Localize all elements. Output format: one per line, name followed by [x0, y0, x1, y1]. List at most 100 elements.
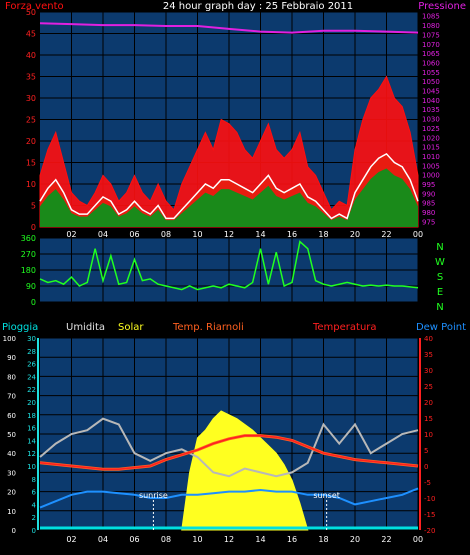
chart-title: 24 hour graph day : 25 Febbraio 2011: [163, 1, 353, 12]
y-outer-tick-label: 100: [3, 335, 16, 343]
legend-pressione: Pressione: [418, 1, 466, 12]
y-dir-tick-label: 270: [21, 250, 36, 259]
y-inner-tick-label: 30: [27, 335, 36, 343]
direction-grid: [40, 237, 419, 303]
x-tick-label: 10: [192, 535, 202, 544]
y-outer-tick-label: 20: [7, 489, 16, 497]
y-inner-tick-label: 20: [27, 399, 36, 407]
y-right-tick-label: 1030: [422, 116, 440, 124]
y-right-tick-label: 980: [422, 209, 435, 217]
x-tick-label: 08: [161, 535, 171, 544]
x-tick-label: 10: [192, 230, 202, 239]
dew-point-line: [39, 487, 419, 509]
y-right-tick-label: 1020: [422, 134, 440, 142]
y-right-tick-label: 1065: [422, 50, 440, 58]
y-right-tick-label: 35: [424, 351, 433, 359]
y-inner-tick-label: 4: [32, 501, 37, 509]
y-inner-tick-label: 18: [27, 412, 36, 420]
y-right-tick-label: 995: [422, 181, 435, 189]
legend-solar: Solar: [118, 322, 144, 333]
x-tick-label: 18: [318, 535, 328, 544]
x-tick-label: 20: [350, 230, 360, 239]
y-inner-tick-label: 14: [27, 437, 36, 445]
y-inner-tick-label: 12: [27, 450, 36, 458]
wind-low-area: [40, 168, 418, 227]
y-dir-tick-label: 90: [26, 282, 36, 291]
y-outer-tick-label: 90: [7, 354, 16, 362]
x-tick-label: 14: [255, 230, 265, 239]
y-left-tick-label: 40: [26, 51, 36, 60]
y-outer-tick-label: 10: [7, 508, 16, 516]
x-tick-label: 16: [287, 535, 297, 544]
y-outer-tick-label: 50: [7, 431, 16, 439]
y-right-tick-label: 25: [424, 383, 433, 391]
y-dir-tick-label: 0: [31, 298, 36, 307]
x-tick-label: 22: [381, 230, 391, 239]
y-right-tick-label: -15: [424, 511, 435, 519]
y-inner-tick-label: 16: [27, 425, 36, 433]
y-right-tick-label: 1075: [422, 31, 440, 39]
legend-forza-vento: Forza vento: [5, 1, 64, 12]
pressure-line: [39, 22, 419, 34]
x-tick-label: 14: [255, 535, 265, 544]
y-inner-tick-label: 0: [32, 527, 36, 535]
y-right-tick-label: 1085: [422, 13, 440, 21]
x-tick-label: 20: [350, 535, 360, 544]
compass-letter: E: [437, 287, 443, 298]
y-right-tick-label: 0: [424, 463, 428, 471]
legend-pioggia: Pioggia: [2, 322, 38, 333]
compass-letter: W: [435, 257, 445, 268]
chart-series: sunrise sunset: [39, 22, 419, 531]
y-right-tick-label: 1035: [422, 106, 440, 114]
y-inner-tick-label: 8: [32, 476, 36, 484]
x-tick-label: 06: [129, 230, 139, 239]
legend-umidita: Umidita: [66, 322, 105, 333]
x-tick-label: 06: [129, 535, 139, 544]
y-outer-tick-label: 40: [7, 450, 16, 458]
solar-area: [181, 410, 309, 531]
y-dir-tick-label: 180: [21, 266, 36, 275]
y-right-tick-label: 975: [422, 218, 435, 226]
y-left-tick-label: 20: [26, 137, 36, 146]
axes-labels: 02 04 06 08 10 12 14 16 18 20 22 000510152025303540…: [3, 8, 440, 544]
y-inner-tick-label: 2: [32, 514, 36, 522]
y-inner-tick-label: 6: [32, 489, 37, 497]
y-outer-tick-label: 80: [7, 373, 16, 381]
y-right-tick-label: 10: [424, 431, 433, 439]
y-left-tick-label: 25: [26, 116, 36, 125]
wind-avg-line: [39, 152, 419, 220]
y-inner-tick-label: 22: [27, 386, 36, 394]
y-left-tick-label: 45: [26, 30, 36, 39]
x-tick-label: 08: [161, 230, 171, 239]
y-inner-tick-label: 26: [27, 361, 36, 369]
y-right-tick-label: 1070: [422, 41, 440, 49]
x-tick-label: 00: [413, 230, 423, 239]
x-tick-label: 16: [287, 230, 297, 239]
y-outer-tick-label: 30: [7, 469, 16, 477]
y-outer-tick-label: 60: [7, 412, 16, 420]
y-inner-tick-label: 24: [27, 373, 36, 381]
y-right-tick-label: 1055: [422, 69, 440, 77]
y-right-tick-label: 1025: [422, 125, 440, 133]
y-inner-tick-label: 10: [27, 463, 36, 471]
x-tick-label: 12: [224, 230, 234, 239]
y-right-tick-label: 1005: [422, 162, 440, 170]
y-left-tick-label: 50: [26, 8, 36, 17]
y-outer-tick-label: 70: [7, 393, 16, 401]
y-right-tick-label: 5: [424, 447, 428, 455]
x-tick-label: 04: [98, 535, 108, 544]
y-right-tick-label: 1050: [422, 78, 440, 86]
y-right-tick-label: 1010: [422, 153, 440, 161]
x-tick-label: 00: [413, 535, 423, 544]
y-right-tick-label: -20: [424, 527, 435, 535]
y-left-tick-label: 10: [26, 180, 36, 189]
x-tick-label: 12: [224, 535, 234, 544]
y-right-tick-label: 20: [424, 399, 433, 407]
y-right-tick-label: 1080: [422, 22, 440, 30]
wind-gust-area: [39, 75, 419, 228]
weather-grid: [40, 337, 419, 531]
y-right-tick-label: 1045: [422, 88, 440, 96]
y-right-tick-label: 40: [424, 335, 433, 343]
